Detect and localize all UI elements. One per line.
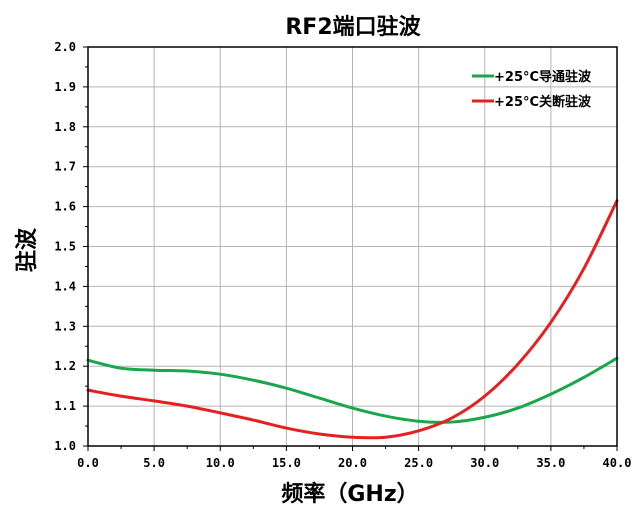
x-tick-label: 35.0: [536, 456, 565, 470]
x-axis-title: 频率（GHz）: [281, 481, 418, 507]
x-tick-label: 25.0: [404, 456, 433, 470]
series-lines: [86, 199, 619, 440]
y-tick-label: 1.8: [54, 120, 76, 134]
chart-title: RF2端口驻波: [285, 14, 421, 40]
x-tick-label: 20.0: [338, 456, 367, 470]
plot-area: [87, 46, 618, 447]
y-tick-label: 1.2: [54, 359, 76, 373]
y-tick-label: 1.9: [54, 80, 76, 94]
y-tick-label: 1.6: [54, 200, 76, 214]
legend-label-2: +25°C关断驻波: [494, 94, 592, 110]
series-line-2: [86, 199, 619, 440]
x-tick-label: 5.0: [143, 456, 165, 470]
x-tick-label: 40.0: [603, 456, 632, 470]
x-tick-label: 30.0: [470, 456, 499, 470]
y-tick-label: 2.0: [54, 40, 76, 54]
y-tick-label: 1.7: [54, 160, 76, 174]
x-tick-label: 15.0: [272, 456, 301, 470]
legend-label-1: +25°C导通驻波: [494, 69, 592, 85]
y-tick-label: 1.5: [54, 240, 76, 254]
y-tick-label: 1.4: [54, 279, 76, 293]
x-tick-label: 10.0: [206, 456, 235, 470]
y-axis-title: 驻波: [14, 227, 40, 272]
y-tick-label: 1.1: [54, 399, 76, 413]
legend: +25°C导通驻波 +25°C关断驻波: [472, 69, 592, 110]
grid: [88, 47, 617, 446]
x-tick-label: 0.0: [77, 456, 99, 470]
axis-ticks: 0.0 5.0 10.0 15.0 20.0 25.0 30.0 35.0 40.0 1.0 1.1…: [54, 40, 631, 470]
y-tick-label: 1.3: [54, 319, 76, 333]
y-tick-label: 1.0: [54, 439, 76, 453]
series-line-1: [86, 356, 619, 424]
